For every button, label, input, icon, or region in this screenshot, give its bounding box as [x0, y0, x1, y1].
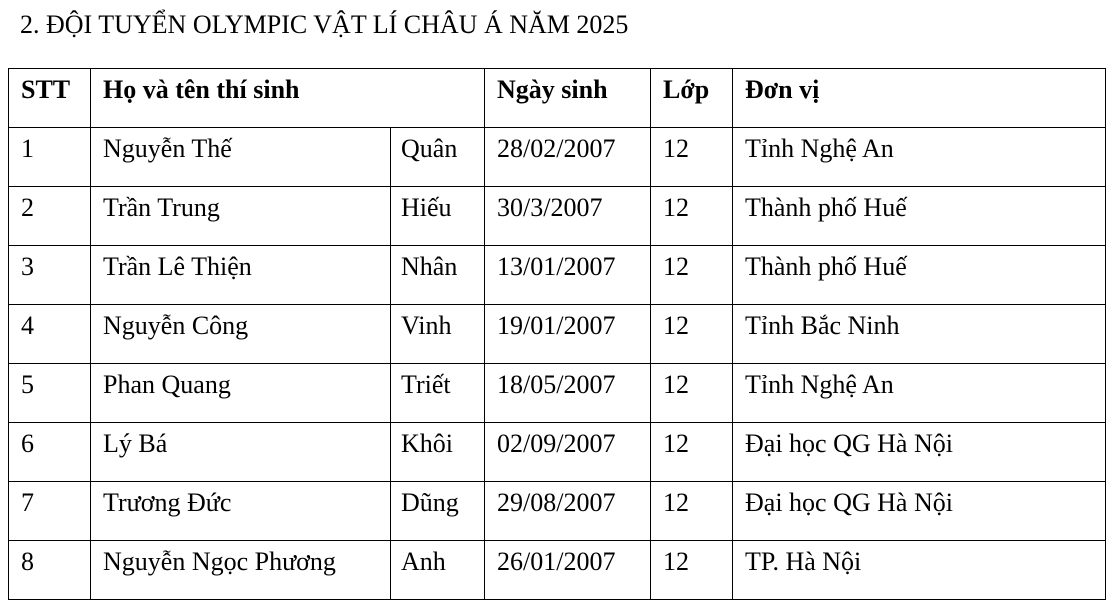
table-cell: Đại học QG Hà Nội — [732, 481, 1106, 541]
table-cell: 29/08/2007 — [484, 481, 651, 541]
table-cell: Tỉnh Bắc Ninh — [732, 304, 1106, 364]
table-row: 1 Nguyễn Thế Quân 28/02/2007 12 Tỉnh Nghệ An — [8, 127, 1106, 187]
table-cell: Thành phố Huế — [732, 245, 1106, 305]
table-cell: 18/05/2007 — [484, 363, 651, 423]
table-cell: 3 — [8, 245, 91, 305]
table-cell: 12 — [650, 481, 733, 541]
table-cell: 12 — [650, 127, 733, 187]
table-cell: 12 — [650, 363, 733, 423]
table-cell: Tỉnh Nghệ An — [732, 127, 1106, 187]
table-cell: Vinh — [390, 304, 485, 364]
table-cell: 26/01/2007 — [484, 540, 651, 600]
table-cell: 8 — [8, 540, 91, 600]
table-cell: 30/3/2007 — [484, 186, 651, 246]
table-cell: 5 — [8, 363, 91, 423]
table-cell: Quân — [390, 127, 485, 187]
table-cell: 4 — [8, 304, 91, 364]
table-cell: 6 — [8, 422, 91, 482]
table-cell: Nguyễn Thế — [90, 127, 391, 187]
table-row: 2 Trần Trung Hiếu 30/3/2007 12 Thành phố Huế — [8, 186, 1106, 246]
table-cell: Đại học QG Hà Nội — [732, 422, 1106, 482]
table-cell: Trương Đức — [90, 481, 391, 541]
table-cell: 12 — [650, 304, 733, 364]
table-cell: Anh — [390, 540, 485, 600]
table-cell: 12 — [650, 186, 733, 246]
table-row: 3 Trần Lê Thiện Nhân 13/01/2007 12 Thành phố … — [8, 245, 1106, 305]
header-cell: Đơn vị — [732, 68, 1106, 128]
table-cell: 19/01/2007 — [484, 304, 651, 364]
table-cell: Nguyễn Ngọc Phương — [90, 540, 391, 600]
table-row: 8 Nguyễn Ngọc Phương Anh 26/01/2007 12 TP. Hà… — [8, 540, 1106, 600]
table-cell: Nguyễn Công — [90, 304, 391, 364]
table-row: 6 Lý Bá Khôi 02/09/2007 12 Đại học QG Hà Nội — [8, 422, 1106, 482]
team-table: STT Họ và tên thí sinh Ngày sinh Lớp Đơn vị … — [8, 68, 1106, 600]
table-cell: Trần Lê Thiện — [90, 245, 391, 305]
table-cell: Triết — [390, 363, 485, 423]
table-row: 5 Phan Quang Triết 18/05/2007 12 Tỉnh Nghệ An — [8, 363, 1106, 423]
table-cell: 2 — [8, 186, 91, 246]
table-cell: Tỉnh Nghệ An — [732, 363, 1106, 423]
table-cell: TP. Hà Nội — [732, 540, 1106, 600]
table-cell: 02/09/2007 — [484, 422, 651, 482]
header-cell: STT — [8, 68, 91, 128]
table-row: 7 Trương Đức Dũng 29/08/2007 12 Đại học QG Hà… — [8, 481, 1106, 541]
table-cell: 1 — [8, 127, 91, 187]
table-row: 4 Nguyễn Công Vinh 19/01/2007 12 Tỉnh Bắc Nin… — [8, 304, 1106, 364]
document-title: 2. ĐỘI TUYỂN OLYMPIC VẬT LÍ CHÂU Á NĂM 2… — [20, 10, 629, 39]
table-cell: 12 — [650, 540, 733, 600]
header-cell: Lớp — [650, 68, 733, 128]
table-cell: Nhân — [390, 245, 485, 305]
table-cell: 28/02/2007 — [484, 127, 651, 187]
header-row: STT Họ và tên thí sinh Ngày sinh Lớp Đơn vị — [8, 68, 1106, 128]
table-cell: 13/01/2007 — [484, 245, 651, 305]
table-cell: Trần Trung — [90, 186, 391, 246]
table-cell: Thành phố Huế — [732, 186, 1106, 246]
table-body: 1 Nguyễn Thế Quân 28/02/2007 12 Tỉnh Nghệ An 2… — [8, 127, 1106, 600]
header-cell: Ngày sinh — [484, 68, 651, 128]
table-cell: Phan Quang — [90, 363, 391, 423]
table-cell: Dũng — [390, 481, 485, 541]
table-cell: 7 — [8, 481, 91, 541]
table-cell: Lý Bá — [90, 422, 391, 482]
table-cell: Hiếu — [390, 186, 485, 246]
table-cell: 12 — [650, 245, 733, 305]
header-cell: Họ và tên thí sinh — [90, 68, 485, 128]
table-cell: Khôi — [390, 422, 485, 482]
table-cell: 12 — [650, 422, 733, 482]
